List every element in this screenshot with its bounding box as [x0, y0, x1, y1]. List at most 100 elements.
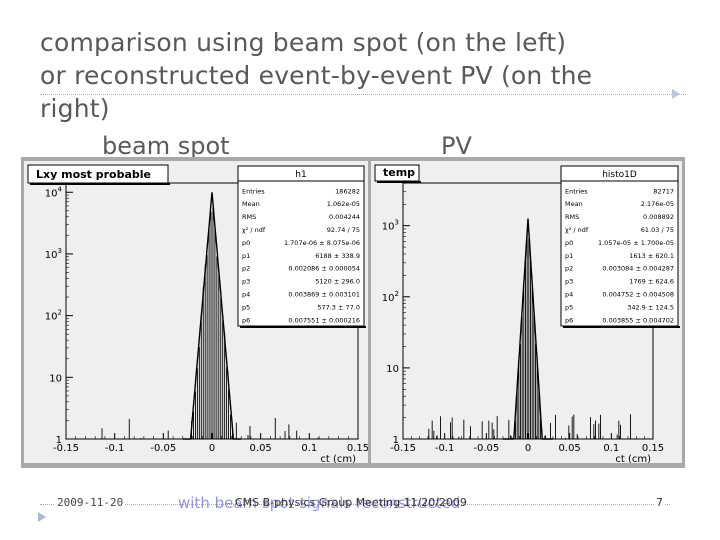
stats-value: 0.008892	[643, 213, 674, 221]
stats-label: Mean	[565, 200, 583, 208]
x-tick-label: 0.05	[559, 443, 581, 454]
stats-label: p0	[565, 239, 573, 247]
y-tick-label: 1	[56, 435, 62, 446]
stats-title: h1	[295, 170, 306, 180]
y-tick-label: 102	[45, 309, 62, 323]
stats-label: Entries	[242, 187, 265, 195]
stats-value: 2.176e-05	[641, 200, 674, 208]
stats-value: 0.007551 ± 0.000216	[288, 316, 360, 324]
stats-box	[560, 165, 679, 327]
x-tick-label: 0.15	[642, 443, 664, 454]
plot-title-shadow	[377, 181, 421, 183]
stats-value: 5120 ± 296.0	[315, 278, 360, 286]
stats-value: 92.74 / 75	[327, 226, 360, 234]
stats-label: RMS	[242, 213, 256, 221]
stats-title: histo1D	[602, 170, 637, 180]
y-tick-label: 102	[382, 290, 399, 304]
plot-title-shadow	[30, 183, 170, 185]
stats-label: RMS	[565, 213, 579, 221]
x-tick-label: -0.15	[53, 443, 79, 454]
stats-box-shadow	[240, 326, 366, 328]
stats-value: 1.707e-06 ± 8.075e-06	[284, 239, 360, 247]
stats-label: p4	[565, 291, 573, 299]
stats-label: p2	[242, 265, 250, 273]
subhead-pv: PV	[441, 132, 472, 160]
y-tick-label: 1	[393, 435, 399, 446]
stats-label: p0	[242, 239, 250, 247]
stats-value: 1.057e-05 ± 1.700e-05	[598, 239, 674, 247]
x-axis-label: ct (cm)	[320, 454, 356, 463]
x-tick-label: 0.1	[301, 443, 317, 454]
plot-panel-beam-spot: -0.15 -0.1 -0.05 0 0.05 0.1 0.15 ct (cm) 1 10 102 1…	[24, 161, 368, 463]
title-line-3: right)	[40, 94, 110, 123]
footer-overlay-text: with beam spot signals reconstructed	[178, 494, 461, 512]
x-tick-label: 0.1	[603, 443, 619, 454]
stats-value: 0.002086 ± 0.000054	[288, 265, 360, 273]
stats-box	[237, 165, 365, 327]
subhead-beam-spot: beam spot	[102, 132, 230, 160]
stats-value: 1769 ± 624.6	[629, 278, 674, 286]
x-tick-label: 0	[209, 443, 215, 454]
x-tick-label: -0.1	[435, 443, 455, 454]
title-line-1: comparison using beam spot (on the left)	[40, 28, 567, 57]
plot-panel-pv: -0.15 -0.1 -0.05 0 0.05 0.1 0.15 ct (cm) 1 10 102 1…	[371, 161, 682, 463]
stats-value: 0.003084 ± 0.004287	[602, 265, 674, 273]
stats-label: Mean	[242, 200, 260, 208]
y-tick-label: 104	[45, 185, 63, 199]
stats-label: p1	[565, 252, 573, 260]
stats-value: 0.003855 ± 0.004702	[602, 316, 674, 324]
stats-value: 1.062e-05	[327, 200, 360, 208]
x-tick-label: -0.05	[473, 443, 499, 454]
footer-divider	[40, 504, 670, 505]
x-tick-label: 0.15	[347, 443, 368, 454]
footer-date: 2009-11-20	[55, 496, 126, 509]
x-tick-label: -0.05	[150, 443, 176, 454]
y-tick-label: 10	[49, 373, 62, 384]
stats-value: 1613 ± 620.1	[629, 252, 674, 260]
fit-curve	[182, 192, 242, 440]
stats-label: p4	[242, 291, 250, 299]
stats-value: 186282	[335, 187, 360, 195]
stats-value: 6188 ± 338.9	[315, 252, 360, 260]
stats-label: p3	[565, 278, 573, 286]
stats-value: 82717	[653, 187, 674, 195]
stats-label: χ² / ndf	[242, 226, 266, 234]
stats-value: 0.004244	[329, 213, 360, 221]
stats-label: p3	[242, 278, 250, 286]
stats-label: p1	[242, 252, 250, 260]
stats-value: 61.03 / 75	[641, 226, 674, 234]
plot-title: Lxy most probable	[36, 168, 151, 181]
stats-value: 577.3 ± 77.0	[317, 303, 360, 311]
y-tick-label: 103	[382, 219, 399, 233]
stats-label: p5	[565, 303, 573, 311]
page-number: 7	[654, 496, 665, 509]
y-tick-label: 103	[45, 247, 62, 261]
footer-arrow-icon	[38, 512, 46, 522]
stats-label: p2	[565, 265, 573, 273]
stats-value: 0.004752 ± 0.004508	[602, 291, 674, 299]
stats-label: p6	[565, 316, 573, 324]
stats-label: Entries	[565, 187, 588, 195]
stats-box-shadow	[563, 326, 680, 328]
plot-title: temp	[383, 166, 415, 179]
title-line-2: or reconstructed event-by-event PV (on t…	[40, 61, 593, 90]
stats-label: p6	[242, 316, 250, 324]
x-tick-label: 0.05	[250, 443, 272, 454]
footer-meeting: CMS B-physics Group Meeting 11/20/2009	[235, 496, 467, 509]
plots-frame: -0.15 -0.1 -0.05 0 0.05 0.1 0.15 ct (cm) 1 10 102 1…	[21, 157, 685, 468]
fit-curve	[503, 218, 553, 440]
title-divider	[40, 94, 686, 95]
x-tick-label: 0	[525, 443, 531, 454]
slide-title: comparison using beam spot (on the left)…	[40, 26, 700, 125]
stats-label: p5	[242, 303, 250, 311]
stats-value: 0.003869 ± 0.003101	[288, 291, 360, 299]
x-tick-label: -0.1	[105, 443, 125, 454]
divider-arrow-icon	[672, 89, 680, 99]
x-axis-label: ct (cm)	[615, 454, 651, 463]
y-tick-label: 10	[386, 364, 399, 375]
stats-value: 342.9 ± 124.5	[627, 303, 674, 311]
